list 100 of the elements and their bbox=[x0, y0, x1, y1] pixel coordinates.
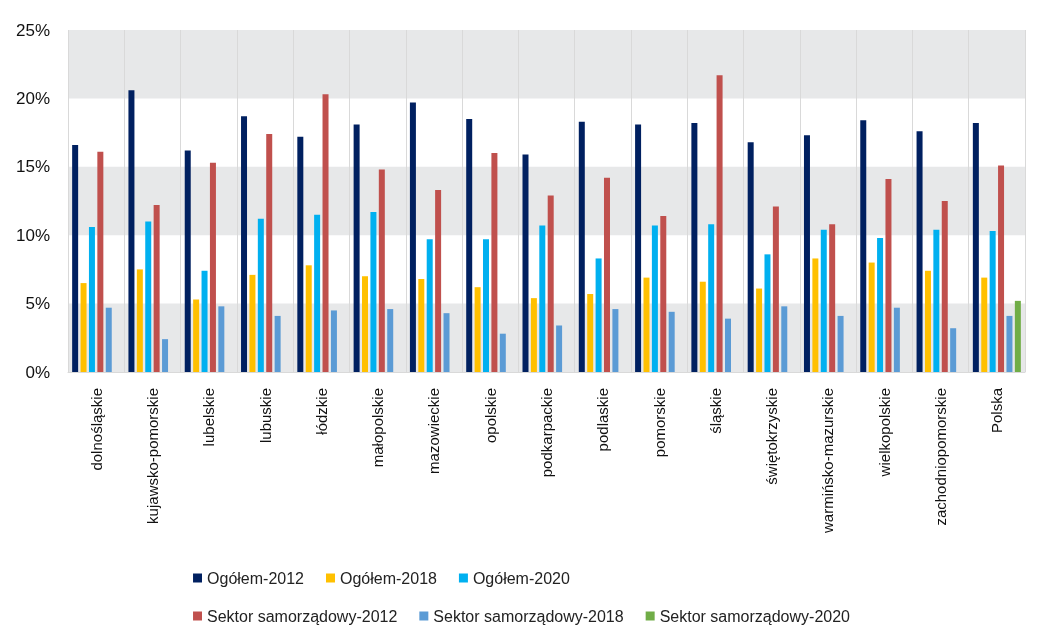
bar bbox=[257, 218, 264, 372]
bar bbox=[587, 294, 594, 372]
bar bbox=[643, 277, 650, 372]
bar bbox=[837, 315, 844, 372]
bar bbox=[314, 214, 321, 372]
bar bbox=[184, 150, 191, 372]
bar bbox=[209, 162, 216, 372]
bar bbox=[483, 239, 490, 372]
bar bbox=[418, 278, 425, 372]
x-tick-label: kujawsko-pomorskie bbox=[143, 388, 161, 524]
bar bbox=[981, 277, 988, 372]
legend-label: Ogółem-2012 bbox=[207, 569, 305, 587]
bar bbox=[218, 306, 225, 372]
bar bbox=[241, 116, 248, 372]
bar bbox=[612, 309, 619, 372]
x-tick-label: lubelskie bbox=[200, 388, 218, 447]
bar bbox=[708, 224, 715, 372]
bar bbox=[305, 265, 312, 372]
bar bbox=[668, 311, 675, 372]
bar bbox=[772, 206, 779, 372]
legend-label: Ogółem-2018 bbox=[339, 569, 438, 587]
bar bbox=[322, 94, 329, 372]
bar bbox=[950, 328, 957, 372]
bar bbox=[756, 288, 763, 372]
bar bbox=[153, 205, 160, 372]
bar bbox=[916, 131, 923, 372]
bar bbox=[933, 229, 940, 372]
bar bbox=[603, 177, 610, 372]
x-tick-label: śląskie bbox=[706, 388, 724, 434]
bar bbox=[651, 225, 658, 372]
bar bbox=[249, 274, 256, 372]
bar bbox=[72, 144, 79, 372]
bar bbox=[193, 299, 200, 372]
x-tick-label: dolnośląskie bbox=[87, 388, 105, 471]
bar bbox=[353, 124, 360, 372]
bar bbox=[1006, 315, 1013, 372]
legend-label: Ogółem-2020 bbox=[472, 569, 570, 587]
bar bbox=[635, 124, 642, 372]
x-tick-label: podlaskie bbox=[594, 388, 612, 452]
bar bbox=[105, 307, 112, 372]
bar bbox=[829, 224, 836, 372]
x-tick-label: pomorskie bbox=[650, 388, 668, 458]
bar bbox=[370, 211, 377, 372]
bar bbox=[387, 309, 394, 372]
bar bbox=[860, 120, 867, 372]
x-tick-label: małopolskie bbox=[369, 388, 387, 468]
bar bbox=[699, 281, 706, 372]
legend-label: Sektor samorządowy-2012 bbox=[207, 607, 398, 625]
y-tick-label: 15% bbox=[15, 157, 50, 177]
x-tick-label: lubuskie bbox=[256, 388, 274, 444]
bar bbox=[443, 313, 450, 372]
bar bbox=[539, 225, 546, 372]
x-tick-label: wielkopolskie bbox=[875, 388, 893, 478]
bar bbox=[136, 269, 143, 372]
bar bbox=[660, 216, 667, 372]
bar bbox=[274, 315, 281, 372]
bar bbox=[88, 226, 95, 372]
x-tick-label: zachodniopomorskie bbox=[932, 388, 950, 526]
bar bbox=[491, 153, 498, 372]
bar bbox=[547, 195, 554, 372]
bar bbox=[820, 229, 827, 372]
bar bbox=[556, 325, 563, 372]
legend-label: Sektor samorządowy-2020 bbox=[659, 607, 851, 625]
bar bbox=[128, 90, 135, 372]
bar bbox=[747, 142, 754, 372]
y-tick-label: 5% bbox=[25, 294, 50, 314]
bar bbox=[893, 307, 900, 372]
bar bbox=[80, 283, 87, 372]
x-tick-label: podkarpackie bbox=[538, 388, 555, 478]
bar bbox=[499, 333, 506, 372]
bar bbox=[764, 254, 771, 372]
y-tick-label: 20% bbox=[15, 88, 50, 108]
bar bbox=[941, 201, 948, 372]
y-tick-label: 0% bbox=[25, 362, 50, 382]
bar bbox=[1014, 300, 1021, 372]
x-tick-label: warmińsko-mazurskie bbox=[819, 388, 837, 535]
bar bbox=[426, 239, 433, 372]
bar bbox=[803, 135, 810, 372]
x-tick-label: świętokrzyskie bbox=[763, 388, 781, 485]
bar bbox=[201, 270, 208, 372]
bar bbox=[266, 133, 273, 372]
bar bbox=[578, 121, 585, 372]
bar bbox=[781, 306, 788, 372]
bar bbox=[378, 169, 385, 372]
bar bbox=[989, 231, 996, 372]
bar bbox=[868, 262, 875, 372]
bar bbox=[972, 123, 979, 372]
x-tick-label: mazowieckie bbox=[425, 388, 443, 474]
bar bbox=[474, 287, 481, 372]
bar bbox=[877, 237, 884, 372]
x-tick-label: opolskie bbox=[481, 388, 499, 444]
bar bbox=[691, 123, 698, 372]
bar bbox=[716, 75, 723, 372]
bar bbox=[530, 298, 537, 372]
bar bbox=[466, 118, 473, 372]
y-tick-label: 10% bbox=[15, 225, 50, 245]
bar bbox=[924, 270, 931, 372]
bar bbox=[97, 151, 104, 372]
bar bbox=[812, 258, 819, 372]
bar bbox=[162, 339, 169, 372]
